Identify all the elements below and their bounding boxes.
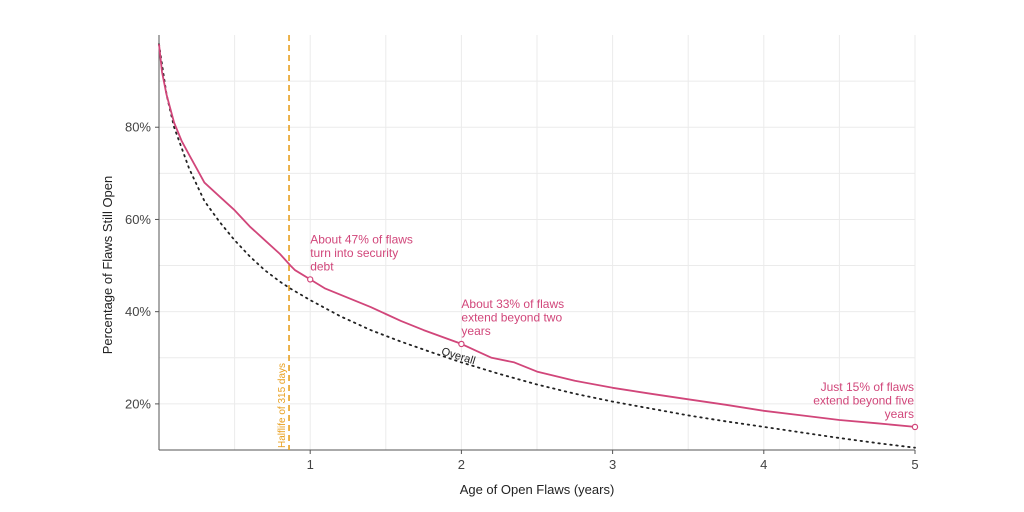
overall-series-line <box>158 43 916 449</box>
y-tick-label: 60% <box>125 212 151 227</box>
x-tick-label: 3 <box>609 457 616 472</box>
annotation-text: About 33% of flaws <box>461 297 564 311</box>
halflife-label: Halflife of 315 days <box>277 363 288 448</box>
annotation-text: years <box>461 324 490 338</box>
axes: 1 2 3 4 5 20% 40% 60% 80% <box>125 35 919 472</box>
y-tick-label: 80% <box>125 120 151 135</box>
grid <box>159 35 916 450</box>
x-tick-label: 5 <box>911 457 918 472</box>
annotation-text: About 47% of flaws <box>310 232 413 246</box>
y-axis-title: Percentage of Flaws Still Open <box>100 176 115 354</box>
annotation-text: years <box>885 407 914 421</box>
annotation-text: extend beyond five <box>813 393 914 407</box>
annotation-text: extend beyond two <box>461 310 562 324</box>
annotation-marker <box>911 423 919 431</box>
annotation-text: Just 15% of flaws <box>821 380 914 394</box>
annotation-marker <box>307 276 314 283</box>
x-tick-label: 2 <box>458 457 465 472</box>
annotation-marker <box>458 340 465 348</box>
flaws-series-line <box>158 44 916 428</box>
x-tick-label: 4 <box>760 457 767 472</box>
y-tick-label: 40% <box>125 304 151 319</box>
y-tick-label: 20% <box>125 396 151 411</box>
annotation-text: turn into security <box>310 246 398 260</box>
annotation-text: debt <box>310 259 334 273</box>
x-tick-label: 1 <box>307 457 314 472</box>
x-axis-title: Age of Open Flaws (years) <box>460 482 615 497</box>
